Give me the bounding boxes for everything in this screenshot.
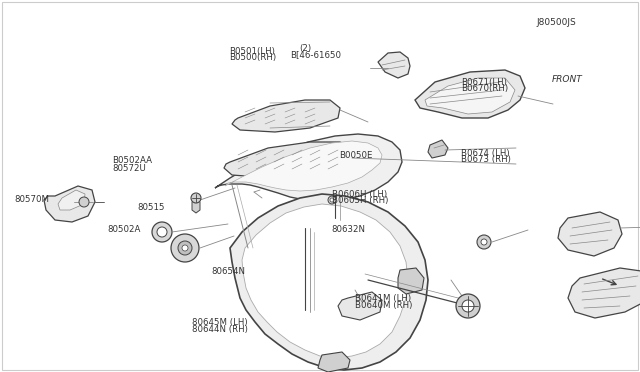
Text: 80572U: 80572U xyxy=(112,164,146,173)
Circle shape xyxy=(477,235,491,249)
Polygon shape xyxy=(232,100,340,132)
Polygon shape xyxy=(192,199,200,213)
Circle shape xyxy=(481,239,487,245)
Polygon shape xyxy=(230,194,428,370)
Text: 80515: 80515 xyxy=(138,203,165,212)
Polygon shape xyxy=(225,141,382,191)
Circle shape xyxy=(462,300,474,312)
Polygon shape xyxy=(338,292,382,320)
Text: 80502A: 80502A xyxy=(108,225,141,234)
Polygon shape xyxy=(58,190,85,210)
Polygon shape xyxy=(558,212,622,256)
Text: B0502AA: B0502AA xyxy=(112,156,152,165)
Text: B0605H (RH): B0605H (RH) xyxy=(332,196,388,205)
Text: B0674 (LH): B0674 (LH) xyxy=(461,149,509,158)
Text: B0500(RH): B0500(RH) xyxy=(229,53,276,62)
Circle shape xyxy=(182,245,188,251)
Polygon shape xyxy=(318,352,350,372)
Circle shape xyxy=(157,227,167,237)
Polygon shape xyxy=(215,134,402,202)
Text: B0501(LH): B0501(LH) xyxy=(229,47,275,56)
Polygon shape xyxy=(242,204,408,358)
Text: J80500JS: J80500JS xyxy=(536,18,576,27)
Circle shape xyxy=(171,234,199,262)
Text: 80654N: 80654N xyxy=(211,267,245,276)
Text: B[46-61650: B[46-61650 xyxy=(290,51,341,60)
Text: B0050E: B0050E xyxy=(339,151,372,160)
Text: 80645M (LH): 80645M (LH) xyxy=(192,318,248,327)
Text: 80644N (RH): 80644N (RH) xyxy=(192,325,248,334)
Text: B0673 (RH): B0673 (RH) xyxy=(461,155,511,164)
Circle shape xyxy=(191,193,201,203)
Text: B0640M (RH): B0640M (RH) xyxy=(355,301,413,310)
Circle shape xyxy=(152,222,172,242)
Text: 80632N: 80632N xyxy=(332,225,365,234)
Circle shape xyxy=(456,294,480,318)
Circle shape xyxy=(79,197,89,207)
Polygon shape xyxy=(224,142,355,178)
Polygon shape xyxy=(378,52,410,78)
Text: B0671(LH): B0671(LH) xyxy=(461,78,507,87)
Text: B0670(RH): B0670(RH) xyxy=(461,84,508,93)
Circle shape xyxy=(330,198,334,202)
Circle shape xyxy=(178,241,192,255)
Polygon shape xyxy=(398,268,424,294)
Text: B0641M (LH): B0641M (LH) xyxy=(355,294,412,303)
Text: FRONT: FRONT xyxy=(552,76,582,84)
Circle shape xyxy=(328,196,336,204)
Polygon shape xyxy=(568,268,640,318)
Text: (2): (2) xyxy=(300,44,312,53)
Text: B0606H (LH): B0606H (LH) xyxy=(332,190,387,199)
Polygon shape xyxy=(44,186,95,222)
Polygon shape xyxy=(425,78,515,114)
Text: 80570M: 80570M xyxy=(14,195,49,203)
Polygon shape xyxy=(428,140,448,158)
Polygon shape xyxy=(415,70,525,118)
